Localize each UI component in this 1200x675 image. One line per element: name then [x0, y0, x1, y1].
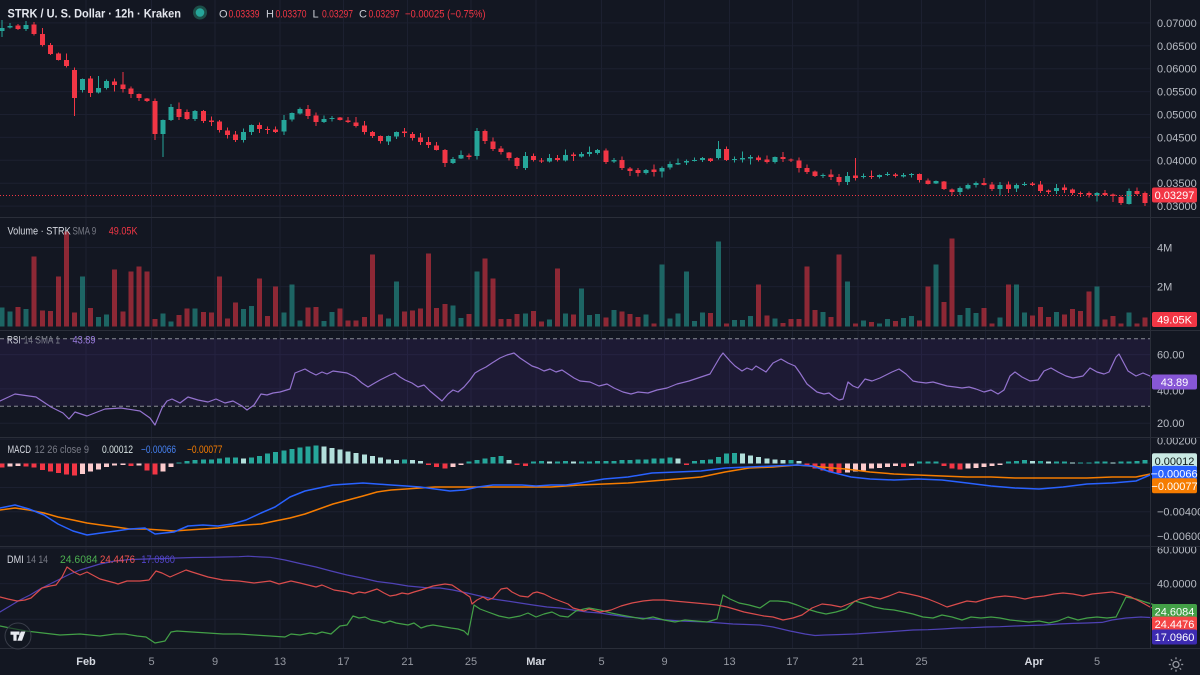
svg-text:STRK / U. S. Dollar · 12h · Kr: STRK / U. S. Dollar · 12h · Kraken: [8, 7, 182, 21]
svg-text:20.00: 20.00: [1157, 418, 1185, 430]
svg-text:0.06000: 0.06000: [1157, 64, 1197, 76]
svg-text:5: 5: [148, 656, 154, 668]
svg-text:17: 17: [786, 656, 798, 668]
svg-text:14 SMA 1: 14 SMA 1: [24, 335, 60, 347]
svg-text:17.0960: 17.0960: [1155, 632, 1195, 644]
svg-text:21: 21: [852, 656, 864, 668]
svg-text:40.0000: 40.0000: [1157, 579, 1197, 591]
svg-text:0.03339: 0.03339: [229, 9, 260, 21]
svg-text:0.07000: 0.07000: [1157, 18, 1197, 30]
svg-text:Volume · STRK: Volume · STRK: [8, 226, 72, 238]
svg-text:−0.00077: −0.00077: [1151, 481, 1197, 493]
svg-text:−0.00400: −0.00400: [1157, 507, 1200, 519]
svg-text:5: 5: [598, 656, 604, 668]
svg-text:0.03500: 0.03500: [1157, 178, 1197, 190]
svg-text:0.04500: 0.04500: [1157, 132, 1197, 144]
svg-text:O: O: [219, 9, 228, 21]
svg-text:L: L: [313, 9, 319, 21]
svg-text:0.03297: 0.03297: [1155, 190, 1195, 202]
svg-text:49.05K: 49.05K: [109, 226, 138, 238]
svg-text:24.6084: 24.6084: [1155, 607, 1195, 619]
svg-text:0.03370: 0.03370: [276, 9, 307, 21]
svg-text:13: 13: [274, 656, 286, 668]
svg-text:−0.00025 (−0.75%): −0.00025 (−0.75%): [405, 9, 486, 21]
svg-text:−0.00066: −0.00066: [1151, 468, 1197, 480]
svg-text:14 14: 14 14: [26, 554, 48, 566]
svg-text:0.05000: 0.05000: [1157, 110, 1197, 122]
svg-text:−0.00066: −0.00066: [141, 444, 176, 456]
svg-text:9: 9: [212, 656, 218, 668]
svg-text:0.03297: 0.03297: [322, 9, 353, 21]
svg-text:43.89: 43.89: [73, 335, 96, 347]
svg-text:9: 9: [661, 656, 667, 668]
svg-text:24.4476: 24.4476: [1155, 619, 1195, 631]
svg-text:RSI: RSI: [7, 335, 21, 347]
svg-text:DMI: DMI: [7, 554, 24, 566]
svg-text:0.06500: 0.06500: [1157, 41, 1197, 53]
svg-text:21: 21: [401, 656, 413, 668]
svg-text:H: H: [266, 9, 274, 21]
svg-text:0.00012: 0.00012: [1155, 456, 1195, 468]
svg-text:SMA 9: SMA 9: [73, 226, 97, 238]
svg-text:2M: 2M: [1157, 282, 1172, 294]
svg-text:12 26 close 9: 12 26 close 9: [35, 444, 90, 456]
svg-text:C: C: [359, 9, 367, 21]
svg-text:60.0000: 60.0000: [1157, 545, 1197, 557]
svg-text:0.00200: 0.00200: [1157, 436, 1197, 448]
svg-text:43.89: 43.89: [1161, 377, 1189, 389]
svg-text:Apr: Apr: [1025, 656, 1045, 668]
svg-text:0.03000: 0.03000: [1157, 201, 1197, 213]
svg-text:60.00: 60.00: [1157, 350, 1185, 362]
svg-text:0.04000: 0.04000: [1157, 155, 1197, 167]
svg-text:24.6084: 24.6084: [60, 554, 98, 566]
svg-text:0.03297: 0.03297: [369, 9, 400, 21]
svg-text:25: 25: [465, 656, 477, 668]
svg-text:Feb: Feb: [76, 656, 96, 668]
svg-text:13: 13: [723, 656, 735, 668]
svg-text:0.00012: 0.00012: [102, 444, 133, 456]
svg-text:5: 5: [1094, 656, 1100, 668]
svg-text:Mar: Mar: [526, 656, 546, 668]
svg-text:49.05K: 49.05K: [1157, 315, 1193, 327]
svg-text:MACD: MACD: [8, 444, 32, 456]
svg-text:17.0960: 17.0960: [141, 554, 175, 566]
svg-text:24.4476: 24.4476: [100, 554, 135, 566]
svg-text:0.05500: 0.05500: [1157, 87, 1197, 99]
svg-text:4M: 4M: [1157, 243, 1172, 255]
svg-text:−0.00600: −0.00600: [1157, 531, 1200, 543]
svg-text:25: 25: [915, 656, 927, 668]
svg-text:17: 17: [337, 656, 349, 668]
svg-text:−0.00077: −0.00077: [187, 444, 223, 456]
